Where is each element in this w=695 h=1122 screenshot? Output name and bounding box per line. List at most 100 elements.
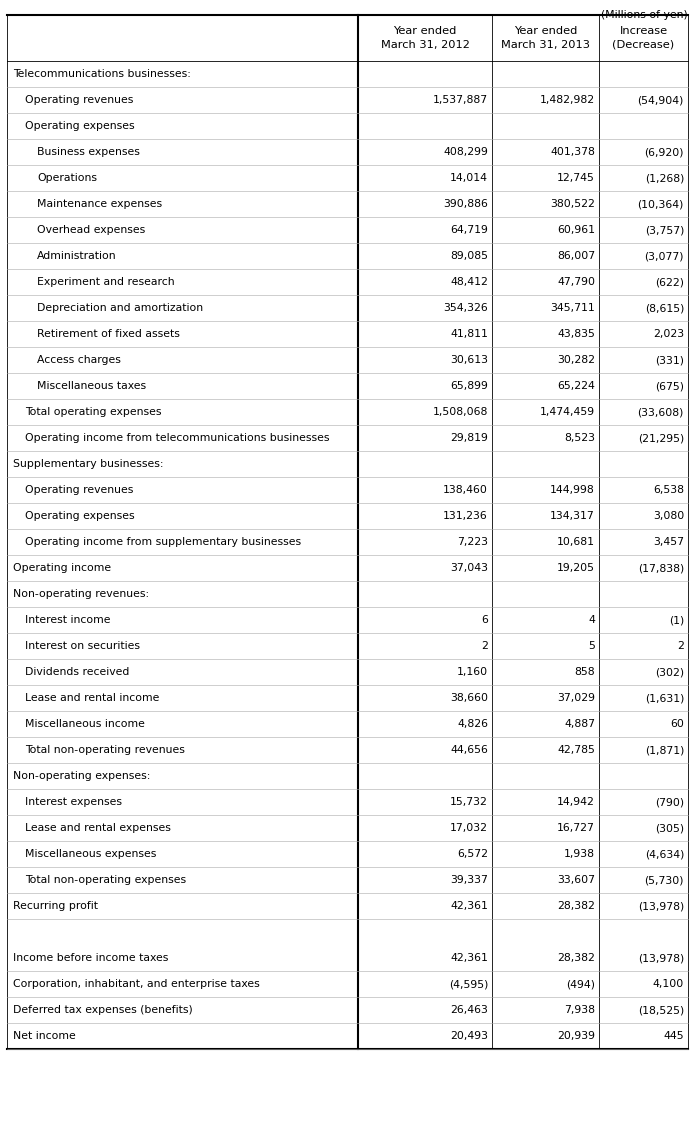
Text: Overhead expenses: Overhead expenses xyxy=(37,226,145,234)
Text: 345,711: 345,711 xyxy=(550,303,595,313)
Text: (3,077): (3,077) xyxy=(644,251,684,261)
Text: 131,236: 131,236 xyxy=(443,511,488,521)
Text: Interest on securities: Interest on securities xyxy=(25,641,140,651)
Text: 65,899: 65,899 xyxy=(450,381,488,390)
Text: 3,080: 3,080 xyxy=(653,511,684,521)
Text: Non-operating expenses:: Non-operating expenses: xyxy=(13,771,150,781)
Text: 26,463: 26,463 xyxy=(450,1005,488,1015)
Text: 44,656: 44,656 xyxy=(450,745,488,755)
Text: 4: 4 xyxy=(588,615,595,625)
Text: 20,493: 20,493 xyxy=(450,1031,488,1041)
Text: Miscellaneous expenses: Miscellaneous expenses xyxy=(25,849,156,859)
Text: 42,785: 42,785 xyxy=(557,745,595,755)
Text: Income before income taxes: Income before income taxes xyxy=(13,953,168,963)
Text: 10,681: 10,681 xyxy=(557,537,595,548)
Text: 39,337: 39,337 xyxy=(450,875,488,885)
Text: Miscellaneous taxes: Miscellaneous taxes xyxy=(37,381,146,390)
Text: Dividends received: Dividends received xyxy=(25,666,129,677)
Text: Interest income: Interest income xyxy=(25,615,111,625)
Text: 2,023: 2,023 xyxy=(653,329,684,339)
Text: 4,100: 4,100 xyxy=(653,980,684,988)
Text: 6: 6 xyxy=(481,615,488,625)
Text: Access charges: Access charges xyxy=(37,355,121,365)
Text: 30,613: 30,613 xyxy=(450,355,488,365)
Text: Lease and rental income: Lease and rental income xyxy=(25,693,159,703)
Text: 37,043: 37,043 xyxy=(450,563,488,573)
Text: (33,608): (33,608) xyxy=(637,407,684,417)
Text: 33,607: 33,607 xyxy=(557,875,595,885)
Text: (302): (302) xyxy=(655,666,684,677)
Text: Total non-operating revenues: Total non-operating revenues xyxy=(25,745,185,755)
Text: Interest expenses: Interest expenses xyxy=(25,797,122,807)
Text: Year ended
March 31, 2013: Year ended March 31, 2013 xyxy=(501,27,590,49)
Text: 380,522: 380,522 xyxy=(550,199,595,209)
Text: 42,361: 42,361 xyxy=(450,901,488,911)
Text: Retirement of fixed assets: Retirement of fixed assets xyxy=(37,329,180,339)
Text: 14,942: 14,942 xyxy=(557,797,595,807)
Text: 7,938: 7,938 xyxy=(564,1005,595,1015)
Text: Experiment and research: Experiment and research xyxy=(37,277,174,287)
Text: 1,160: 1,160 xyxy=(457,666,488,677)
Text: 1,537,887: 1,537,887 xyxy=(433,95,488,105)
Text: Administration: Administration xyxy=(37,251,117,261)
Text: Net income: Net income xyxy=(13,1031,76,1041)
Text: Operating expenses: Operating expenses xyxy=(25,511,135,521)
Text: Supplementary businesses:: Supplementary businesses: xyxy=(13,459,163,469)
Text: (21,295): (21,295) xyxy=(638,433,684,443)
Text: 60: 60 xyxy=(670,719,684,729)
Text: Operating income: Operating income xyxy=(13,563,111,573)
Text: 47,790: 47,790 xyxy=(557,277,595,287)
Text: 390,886: 390,886 xyxy=(443,199,488,209)
Text: (Millions of yen): (Millions of yen) xyxy=(601,10,688,20)
Text: 144,998: 144,998 xyxy=(550,485,595,495)
Text: Maintenance expenses: Maintenance expenses xyxy=(37,199,162,209)
Text: 20,939: 20,939 xyxy=(557,1031,595,1041)
Text: 42,361: 42,361 xyxy=(450,953,488,963)
Text: (6,920): (6,920) xyxy=(644,147,684,157)
Text: Operating income from supplementary businesses: Operating income from supplementary busi… xyxy=(25,537,301,548)
Text: (1,631): (1,631) xyxy=(645,693,684,703)
Text: 30,282: 30,282 xyxy=(557,355,595,365)
Text: Telecommunications businesses:: Telecommunications businesses: xyxy=(13,68,191,79)
Text: (10,364): (10,364) xyxy=(637,199,684,209)
Text: Operations: Operations xyxy=(37,173,97,183)
Text: Operating income from telecommunications businesses: Operating income from telecommunications… xyxy=(25,433,329,443)
Text: 134,317: 134,317 xyxy=(550,511,595,521)
Text: 60,961: 60,961 xyxy=(557,226,595,234)
Text: (5,730): (5,730) xyxy=(644,875,684,885)
Text: (494): (494) xyxy=(566,980,595,988)
Text: 28,382: 28,382 xyxy=(557,953,595,963)
Text: (4,595): (4,595) xyxy=(449,980,488,988)
Text: Total operating expenses: Total operating expenses xyxy=(25,407,161,417)
Text: 3,457: 3,457 xyxy=(653,537,684,548)
Text: 4,887: 4,887 xyxy=(564,719,595,729)
Text: Corporation, inhabitant, and enterprise taxes: Corporation, inhabitant, and enterprise … xyxy=(13,980,260,988)
Text: 48,412: 48,412 xyxy=(450,277,488,287)
Text: 19,205: 19,205 xyxy=(557,563,595,573)
Text: 16,727: 16,727 xyxy=(557,824,595,833)
Text: Operating expenses: Operating expenses xyxy=(25,121,135,131)
Text: 29,819: 29,819 xyxy=(450,433,488,443)
Text: 4,826: 4,826 xyxy=(457,719,488,729)
Text: Deferred tax expenses (benefits): Deferred tax expenses (benefits) xyxy=(13,1005,193,1015)
Text: (54,904): (54,904) xyxy=(637,95,684,105)
Text: 89,085: 89,085 xyxy=(450,251,488,261)
Text: 15,732: 15,732 xyxy=(450,797,488,807)
Text: (13,978): (13,978) xyxy=(638,901,684,911)
Text: (331): (331) xyxy=(655,355,684,365)
Text: Increase
(Decrease): Increase (Decrease) xyxy=(612,27,675,49)
Text: 7,223: 7,223 xyxy=(457,537,488,548)
Text: (1,871): (1,871) xyxy=(645,745,684,755)
Text: 41,811: 41,811 xyxy=(450,329,488,339)
Text: 408,299: 408,299 xyxy=(443,147,488,157)
Text: Depreciation and amortization: Depreciation and amortization xyxy=(37,303,203,313)
Text: (17,838): (17,838) xyxy=(638,563,684,573)
Text: 1,482,982: 1,482,982 xyxy=(540,95,595,105)
Text: (18,525): (18,525) xyxy=(638,1005,684,1015)
Text: 65,224: 65,224 xyxy=(557,381,595,390)
Text: Recurring profit: Recurring profit xyxy=(13,901,98,911)
Text: 354,326: 354,326 xyxy=(443,303,488,313)
Text: 445: 445 xyxy=(663,1031,684,1041)
Text: 1,508,068: 1,508,068 xyxy=(432,407,488,417)
Text: Business expenses: Business expenses xyxy=(37,147,140,157)
